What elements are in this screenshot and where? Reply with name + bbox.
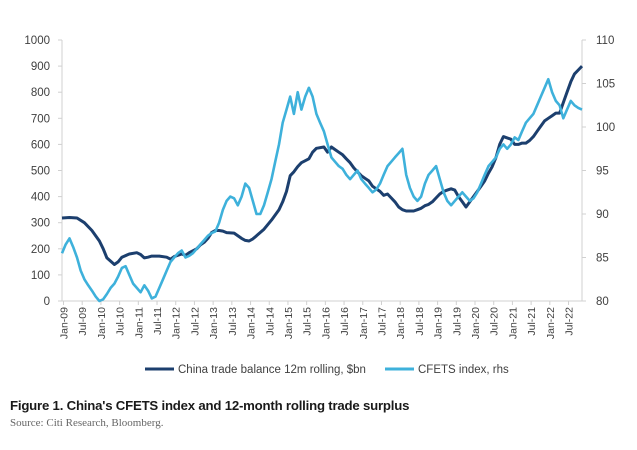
x-tick-label: Jan-11 bbox=[133, 307, 145, 338]
x-tick-label: Jan-12 bbox=[171, 307, 183, 339]
chart: 0 100 200 300 400 500 600 700 800 900 1000 80 85 90 9… bbox=[24, 35, 615, 376]
x-tick-label: Jul-12 bbox=[189, 307, 201, 336]
right-tick-label: 95 bbox=[596, 166, 609, 178]
x-axis-tick-labels: Jan-09 Jul-09 Jan-10 Jul-10 Jan-11 Jul-11 Jan-… bbox=[58, 301, 576, 339]
x-tick-label: Jan-18 bbox=[395, 307, 407, 339]
left-tick-label: 1000 bbox=[24, 35, 50, 47]
x-tick-label: Jan-15 bbox=[283, 307, 295, 339]
left-tick-label: 400 bbox=[31, 192, 50, 204]
left-tick-label: 600 bbox=[31, 139, 50, 151]
figure-source: Source: Citi Research, Bloomberg. bbox=[10, 417, 164, 429]
x-tick-label: Jan-22 bbox=[545, 307, 557, 339]
x-tick-label: Jan-20 bbox=[470, 307, 482, 339]
right-tick-label: 90 bbox=[596, 209, 609, 221]
left-tick-label: 800 bbox=[31, 87, 50, 99]
x-tick-label: Jan-13 bbox=[208, 307, 220, 339]
left-tick-label: 900 bbox=[31, 61, 50, 73]
x-tick-label: Jul-09 bbox=[77, 307, 89, 336]
right-axis-ticks: 80 85 90 95 100 105 110 bbox=[582, 35, 615, 308]
x-tick-label: Jul-11 bbox=[152, 307, 164, 335]
x-tick-label: Jul-20 bbox=[489, 307, 501, 336]
series-line-cfets-index bbox=[60, 77, 583, 303]
x-tick-label: Jan-10 bbox=[96, 307, 108, 339]
right-tick-label: 85 bbox=[596, 253, 609, 265]
x-tick-label: Jan-14 bbox=[246, 307, 258, 339]
x-tick-label: Jul-19 bbox=[451, 307, 463, 336]
x-tick-label: Jul-22 bbox=[564, 307, 576, 336]
x-tick-label: Jul-14 bbox=[264, 307, 276, 336]
right-tick-label: 80 bbox=[596, 296, 609, 308]
right-tick-label: 110 bbox=[596, 35, 614, 47]
x-tick-label: Jul-17 bbox=[376, 307, 388, 336]
x-tick-label: Jul-18 bbox=[414, 307, 426, 336]
left-tick-label: 300 bbox=[31, 218, 50, 230]
left-axis-ticks: 0 100 200 300 400 500 600 700 800 900 1000 bbox=[24, 35, 62, 308]
x-tick-label: Jan-21 bbox=[507, 307, 519, 339]
x-tick-label: Jul-10 bbox=[115, 307, 127, 336]
legend-label-cfets-index: CFETS index, rhs bbox=[418, 364, 509, 376]
right-tick-label: 105 bbox=[596, 79, 615, 91]
series-line-trade-balance bbox=[61, 65, 584, 266]
left-tick-label: 0 bbox=[44, 296, 50, 308]
x-tick-label: Jul-21 bbox=[526, 307, 538, 336]
right-tick-label: 100 bbox=[596, 122, 615, 134]
legend-label-trade-balance: China trade balance 12m rolling, $bn bbox=[178, 364, 366, 376]
left-tick-label: 700 bbox=[31, 113, 50, 125]
legend: China trade balance 12m rolling, $bn CFE… bbox=[145, 364, 509, 376]
x-tick-label: Jul-16 bbox=[339, 307, 351, 336]
x-tick-label: Jul-15 bbox=[302, 307, 314, 336]
left-tick-label: 500 bbox=[31, 166, 50, 178]
x-tick-label: Jul-13 bbox=[227, 307, 239, 336]
x-tick-label: Jan-19 bbox=[433, 307, 445, 339]
x-tick-label: Jan-17 bbox=[358, 307, 370, 339]
left-tick-label: 100 bbox=[31, 270, 50, 282]
left-tick-label: 200 bbox=[31, 244, 50, 256]
x-tick-label: Jan-16 bbox=[320, 307, 332, 339]
x-tick-label: Jan-09 bbox=[58, 307, 70, 339]
figure-caption: Figure 1. China's CFETS index and 12-mon… bbox=[10, 398, 410, 413]
